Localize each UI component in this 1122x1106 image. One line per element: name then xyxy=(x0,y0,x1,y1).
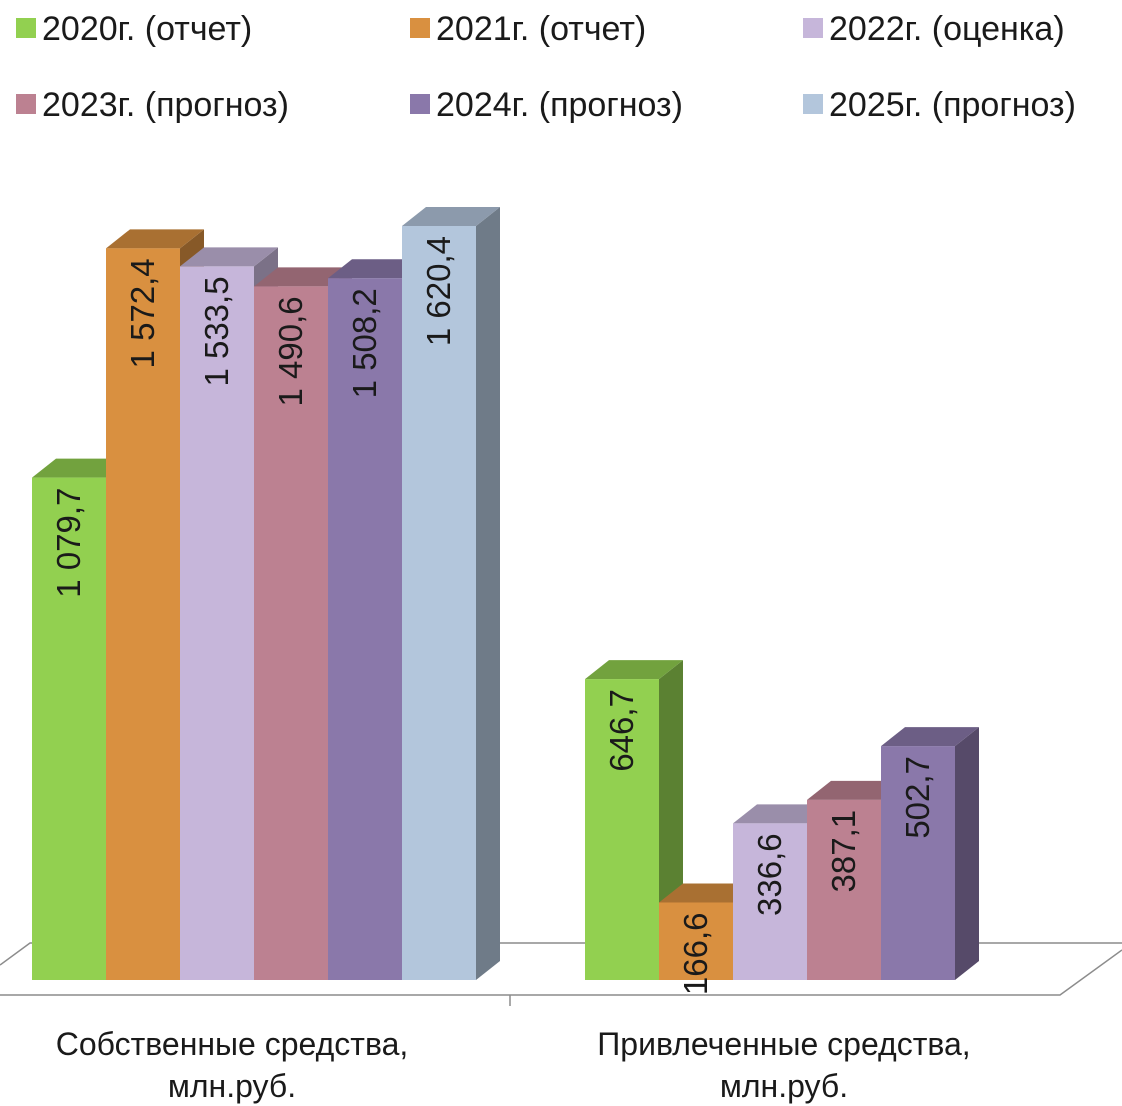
bar-side xyxy=(955,727,979,980)
bar-front xyxy=(881,746,955,980)
category-label: Собственные средства, млн.руб. xyxy=(56,1026,409,1104)
legend-swatch xyxy=(16,18,36,38)
bar-front xyxy=(733,823,807,980)
legend-item-1: 2020г. (отчет) xyxy=(16,10,252,48)
legend-swatch xyxy=(410,18,430,38)
data-label: 1 533,5 xyxy=(198,276,235,386)
bar-top xyxy=(659,883,757,903)
legend-item-2: 2021г. (отчет) xyxy=(410,10,646,48)
data-label: 336,6 xyxy=(751,833,788,916)
legend-label: 2022г. (оценка) xyxy=(829,10,1065,48)
legend-label: 2024г. (прогноз) xyxy=(436,86,683,124)
data-label: 1 490,6 xyxy=(272,296,309,406)
bar-side xyxy=(476,207,500,980)
legend-swatch xyxy=(803,18,823,38)
bar-front xyxy=(585,679,659,980)
bars: 1 079,7 1 572,4 1 533,5 1 490,6 1 508,2 1 620… xyxy=(32,207,979,995)
bar-front xyxy=(254,286,328,980)
category-label-line: Привлеченные средства, xyxy=(597,1026,970,1062)
bar-front xyxy=(328,278,402,980)
bar-front xyxy=(402,226,476,980)
bar-front xyxy=(180,266,254,981)
bar-top xyxy=(328,259,426,279)
bar-front xyxy=(659,902,733,980)
legend-label: 2025г. (прогноз) xyxy=(829,86,1076,124)
legend-label: 2023г. (прогноз) xyxy=(42,86,289,124)
data-label: 1 572,4 xyxy=(124,258,161,368)
legend-swatch xyxy=(803,94,823,114)
data-label: 646,7 xyxy=(603,689,640,772)
bar-top xyxy=(32,458,130,478)
data-label: 1 620,4 xyxy=(420,236,457,346)
legend-label: 2020г. (отчет) xyxy=(42,10,252,48)
bar-top xyxy=(585,660,683,680)
bar-front xyxy=(106,248,180,981)
category-label-line: млн.руб. xyxy=(168,1068,296,1104)
legend-item-4: 2023г. (прогноз) xyxy=(16,86,289,124)
floor-front-edge xyxy=(0,949,1122,996)
bar-front xyxy=(807,799,881,980)
data-label: 1 079,7 xyxy=(50,488,87,598)
category-label-line: млн.руб. xyxy=(720,1068,848,1104)
bar-top xyxy=(254,267,352,287)
legend: 2020г. (отчет) 2021г. (отчет) 2022г. (оцен… xyxy=(16,10,1076,124)
bar-top xyxy=(733,804,831,824)
bar-top xyxy=(881,727,979,747)
data-label: 387,1 xyxy=(825,810,862,893)
bar-front xyxy=(32,477,106,980)
legend-item-5: 2024г. (прогноз) xyxy=(410,86,683,124)
bar: 1 620,4 xyxy=(402,207,500,980)
category-label-line: Собственные средства, xyxy=(56,1026,409,1062)
bar-top xyxy=(180,247,278,267)
category-label: Привлеченные средства, млн.руб. xyxy=(597,1026,970,1104)
bar-group-привлеченные-средства-млн-руб: 646,7 166,6 336,6 387,1 502,7 xyxy=(585,660,979,995)
legend-swatch xyxy=(410,94,430,114)
bar-top xyxy=(807,780,905,800)
data-label: 166,6 xyxy=(677,912,714,995)
bar-group-собственные-средства-млн-руб: 1 079,7 1 572,4 1 533,5 1 490,6 1 508,2 1 620… xyxy=(32,207,500,981)
data-label: 1 508,2 xyxy=(346,288,383,398)
bar-top xyxy=(106,229,204,249)
legend-item-6: 2025г. (прогноз) xyxy=(803,86,1076,124)
bar-top xyxy=(402,207,500,226)
data-label: 502,7 xyxy=(899,756,936,839)
bar: 502,7 xyxy=(881,727,979,980)
legend-swatch xyxy=(16,94,36,114)
legend-item-3: 2022г. (оценка) xyxy=(803,10,1065,48)
legend-label: 2021г. (отчет) xyxy=(436,10,646,48)
category-labels: Собственные средства,млн.руб.Привлеченны… xyxy=(56,1026,971,1104)
